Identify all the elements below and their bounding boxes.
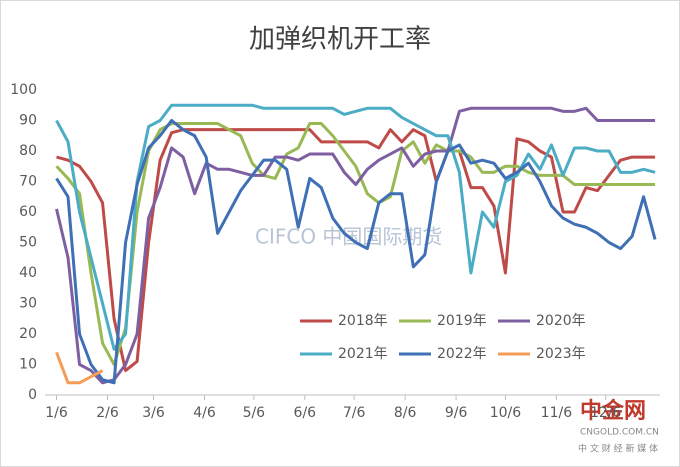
x-tick-label: 3/6 (142, 405, 165, 421)
y-tick-label: 90 (19, 113, 37, 129)
legend-label: 2018年 (338, 313, 388, 329)
y-tick-label: 80 (19, 143, 37, 159)
x-tick-label: 11/6 (541, 405, 573, 421)
legend-label: 2022年 (437, 346, 487, 362)
x-tick-label: 6/6 (294, 405, 317, 421)
x-tick-label: 8/6 (394, 405, 417, 421)
x-tick-label: 5/6 (243, 405, 266, 421)
x-tick-label: 2/6 (96, 405, 119, 421)
x-tick-label: 12/6 (590, 405, 622, 421)
legend-label: 2019年 (437, 313, 487, 329)
x-tick-label: 4/6 (193, 405, 216, 421)
y-tick-label: 0 (28, 387, 37, 403)
series-line (55, 103, 656, 351)
legend-label: 2023年 (536, 346, 586, 362)
y-tick-label: 100 (10, 82, 37, 98)
watermark: CNGOLD.COM.CN (580, 428, 659, 438)
series-line (55, 122, 656, 366)
y-tick-label: 10 (19, 357, 37, 373)
y-tick-label: 50 (19, 235, 37, 251)
series-line (55, 106, 656, 385)
watermark: 中 文 财 经 新 媒 体 (578, 443, 658, 455)
legend-label: 2021年 (338, 346, 388, 362)
y-tick-label: 60 (19, 204, 37, 220)
series-line (55, 351, 104, 385)
x-tick-label: 10/6 (490, 405, 522, 421)
chart-title: 加弹织机开工率 (249, 25, 431, 55)
x-tick-label: 9/6 (445, 405, 468, 421)
legend-label: 2020年 (536, 313, 586, 329)
y-tick-label: 40 (19, 265, 37, 281)
x-tick-label: 1/6 (45, 405, 68, 421)
watermark: 中金网 (580, 398, 646, 424)
x-tick-label: 7/6 (343, 405, 366, 421)
y-tick-label: 20 (19, 326, 37, 342)
y-tick-label: 30 (19, 296, 37, 312)
y-tick-label: 70 (19, 174, 37, 190)
series-line (55, 119, 657, 385)
